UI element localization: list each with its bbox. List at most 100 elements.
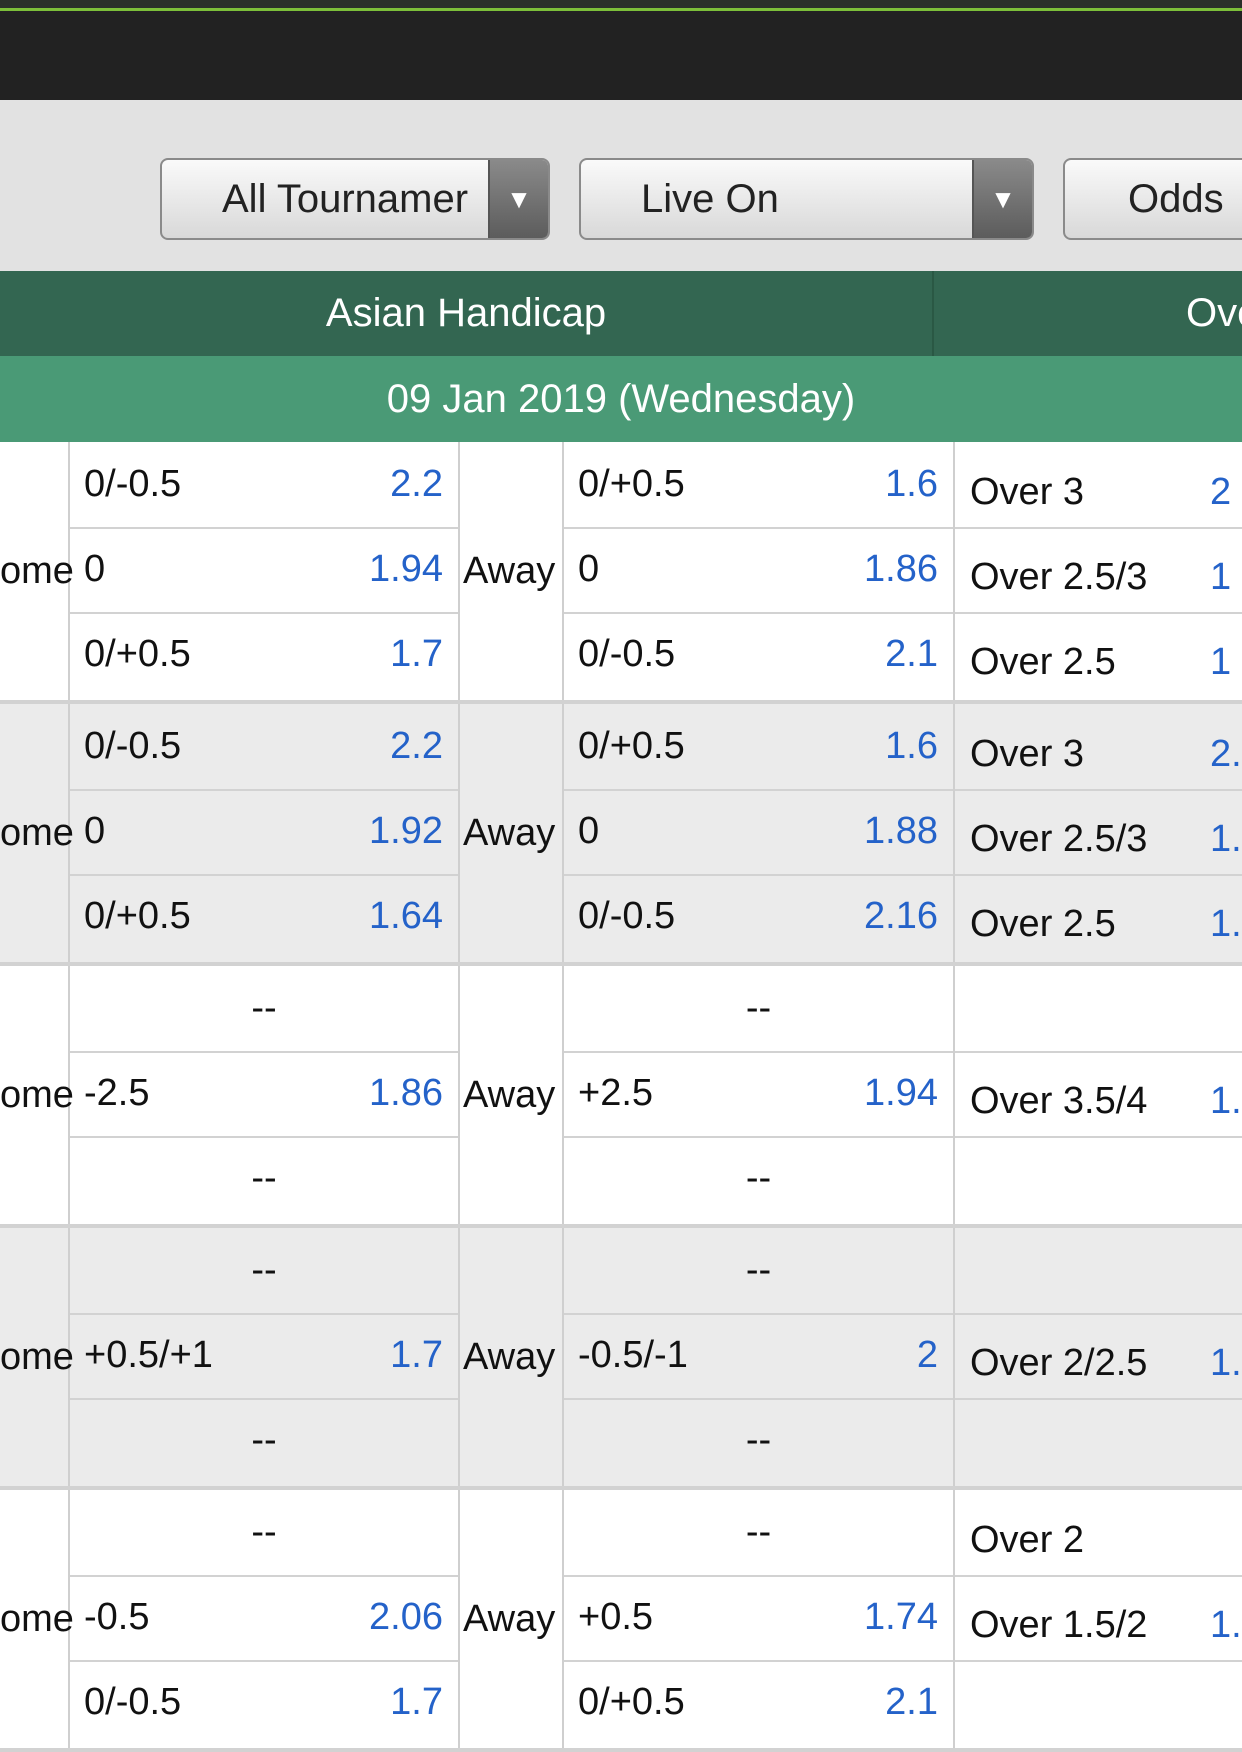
over-under-odd[interactable]: 1. xyxy=(1210,1342,1242,1384)
away-handicap-line: 0/-0.5 xyxy=(578,633,676,675)
column-divider xyxy=(562,1228,564,1486)
home-handicap-empty: -- xyxy=(251,987,277,1029)
away-handicap-line: 0/-0.5 xyxy=(578,895,676,937)
home-handicap-odd[interactable]: 1.7 xyxy=(390,1681,443,1723)
match-block: ome Away -- -- Over 2 -0.5 2.06 +0.5 1.74 Over 1.… xyxy=(0,1490,1242,1752)
row-divider xyxy=(955,874,1242,876)
over-under-odd[interactable]: 1. xyxy=(1210,1604,1242,1646)
over-under-odd[interactable]: 1 xyxy=(1210,641,1232,683)
away-handicap-empty: -- xyxy=(745,1511,772,1553)
away-handicap-odd[interactable]: 1.86 xyxy=(864,548,938,590)
row-divider xyxy=(564,874,953,876)
home-handicap-odd[interactable]: 1.7 xyxy=(390,633,443,675)
tournament-select[interactable]: All Tournamer ▼ xyxy=(160,158,550,240)
home-handicap-empty: -- xyxy=(251,1157,277,1199)
column-divider xyxy=(68,704,70,962)
column-divider xyxy=(953,966,955,1224)
live-select[interactable]: Live On ▼ xyxy=(579,158,1034,240)
home-handicap-odd[interactable]: 1.94 xyxy=(369,548,443,590)
header-divider xyxy=(932,271,934,356)
row-divider xyxy=(564,1660,953,1662)
home-handicap-odd[interactable]: 2.06 xyxy=(369,1596,443,1638)
column-divider xyxy=(562,966,564,1224)
row-divider xyxy=(70,789,458,791)
home-handicap-empty: -- xyxy=(251,1419,277,1461)
over-under-header: Ove xyxy=(1186,291,1242,335)
accent-line xyxy=(0,8,1242,11)
top-image-strip xyxy=(0,0,1242,11)
home-handicap-odd[interactable]: 1.92 xyxy=(369,810,443,852)
away-handicap-line: +0.5 xyxy=(578,1596,654,1638)
away-team-label: Away xyxy=(463,812,556,854)
home-handicap-odd[interactable]: 2.2 xyxy=(390,725,443,767)
row-divider xyxy=(955,1136,1242,1138)
over-under-line: Over 3 xyxy=(970,471,1085,513)
row-divider xyxy=(564,1575,953,1577)
header-bar xyxy=(0,11,1242,100)
over-under-line: Over 2 xyxy=(970,1519,1085,1561)
away-handicap-odd[interactable]: 1.94 xyxy=(864,1072,938,1114)
row-divider xyxy=(955,1398,1242,1400)
home-handicap-odd[interactable]: 1.64 xyxy=(369,895,443,937)
home-handicap-line: 0/-0.5 xyxy=(84,725,182,767)
away-handicap-odd[interactable]: 1.74 xyxy=(864,1596,938,1638)
over-under-odd[interactable]: 1. xyxy=(1210,818,1242,860)
row-divider xyxy=(955,1051,1242,1053)
row-divider xyxy=(70,874,458,876)
away-handicap-odd[interactable]: 2.16 xyxy=(864,895,938,937)
home-handicap-odd[interactable]: 1.7 xyxy=(390,1334,443,1376)
home-handicap-odd[interactable]: 2.2 xyxy=(390,463,443,505)
row-divider xyxy=(70,1051,458,1053)
column-divider xyxy=(68,1490,70,1748)
row-divider xyxy=(564,1313,953,1315)
home-team-label: ome xyxy=(0,1336,74,1378)
date-row: 09 Jan 2019 (Wednesday) xyxy=(0,356,1242,442)
row-divider xyxy=(564,1136,953,1138)
match-block: ome Away 0/-0.5 2.2 0/+0.5 1.6 Over 3 2. 0 1.92 0 1… xyxy=(0,704,1242,966)
away-team-label: Away xyxy=(463,1074,556,1116)
away-handicap-line: 0/+0.5 xyxy=(578,1681,685,1723)
home-team-label: ome xyxy=(0,1074,74,1116)
odds-select[interactable]: Odds xyxy=(1063,158,1242,240)
away-handicap-odd[interactable]: 2.1 xyxy=(885,633,938,675)
home-handicap-line: +0.5/+1 xyxy=(84,1334,213,1376)
column-divider xyxy=(458,1490,460,1748)
match-block: ome Away -- -- +0.5/+1 1.7 -0.5/-1 2 Over 2/2.5 1… xyxy=(0,1228,1242,1490)
column-divider xyxy=(458,704,460,962)
row-divider xyxy=(564,527,953,529)
away-team-label: Away xyxy=(463,550,556,592)
home-team-label: ome xyxy=(0,812,74,854)
row-divider xyxy=(70,1660,458,1662)
over-under-line: Over 1.5/2 xyxy=(970,1604,1148,1646)
over-under-line: Over 2.5/3 xyxy=(970,818,1148,860)
tournament-select-value: All Tournamer xyxy=(222,177,469,221)
over-under-odd[interactable]: 1. xyxy=(1210,903,1242,945)
row-divider xyxy=(70,527,458,529)
dropdown-arrow-icon[interactable]: ▼ xyxy=(488,160,548,238)
away-handicap-odd[interactable]: 1.6 xyxy=(885,463,938,505)
home-handicap-line: 0/-0.5 xyxy=(84,463,182,505)
away-handicap-odd[interactable]: 2 xyxy=(916,1334,938,1376)
home-handicap-line: -0.5 xyxy=(84,1596,150,1638)
away-handicap-odd[interactable]: 1.6 xyxy=(885,725,938,767)
away-handicap-odd[interactable]: 1.88 xyxy=(864,810,938,852)
asian-handicap-header: Asian Handicap xyxy=(325,291,607,335)
column-divider xyxy=(68,1228,70,1486)
column-divider xyxy=(68,442,70,700)
home-handicap-empty: -- xyxy=(251,1249,277,1291)
over-under-odd[interactable]: 2. xyxy=(1210,733,1242,775)
over-under-odd[interactable]: 1. xyxy=(1210,1080,1242,1122)
away-handicap-odd[interactable]: 2.1 xyxy=(885,1681,938,1723)
dropdown-arrow-icon[interactable]: ▼ xyxy=(972,160,1032,238)
row-divider xyxy=(564,789,953,791)
column-divider xyxy=(458,966,460,1224)
over-under-line: Over 3.5/4 xyxy=(970,1080,1148,1122)
over-under-odd[interactable]: 1 xyxy=(1210,556,1232,598)
home-handicap-odd[interactable]: 1.86 xyxy=(369,1072,443,1114)
away-handicap-line: 0 xyxy=(578,548,600,590)
over-under-odd[interactable]: 2 xyxy=(1210,471,1232,513)
away-handicap-line: -0.5/-1 xyxy=(578,1334,688,1376)
row-divider xyxy=(955,527,1242,529)
odds-select-value: Odds xyxy=(1128,177,1224,221)
home-handicap-line: 0/-0.5 xyxy=(84,1681,182,1723)
